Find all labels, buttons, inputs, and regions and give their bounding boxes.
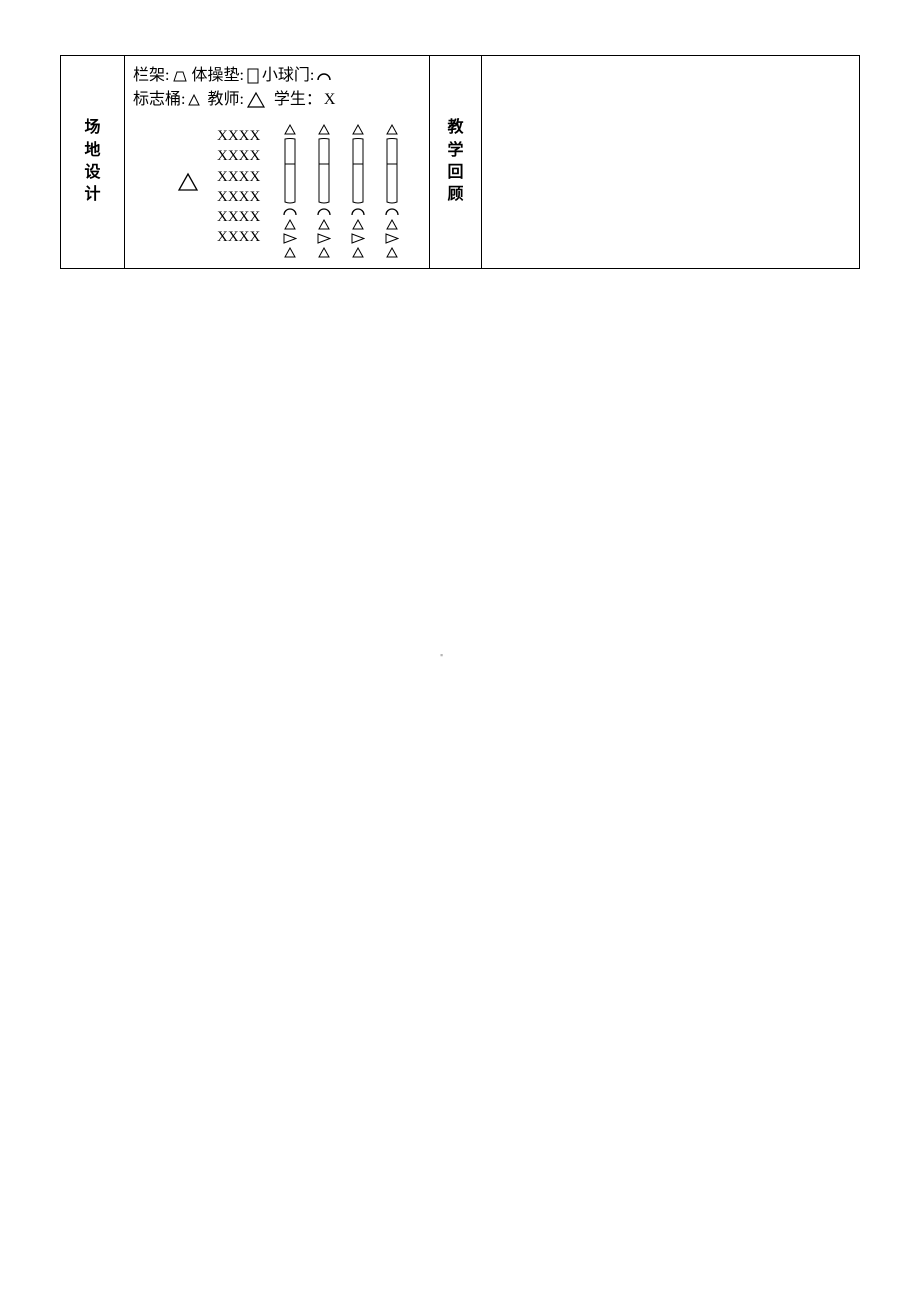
diagram-teacher (177, 172, 199, 197)
cone-icon (318, 124, 330, 135)
cone-icon (284, 124, 296, 135)
hurdle-side-icon (283, 233, 297, 244)
legend-row-2: 标志桶: 教师: 学生： X (133, 88, 421, 112)
legend-cone-label: 标志桶: (133, 88, 185, 112)
cone-icon (284, 247, 296, 258)
goal-icon (385, 207, 399, 216)
equipment-column (282, 124, 298, 258)
mat-icon (350, 138, 366, 204)
legend-student-symbol: X (324, 88, 336, 112)
teacher-large-icon (177, 172, 199, 192)
field-design-label: 场 地 设 计 (84, 117, 100, 207)
goal-icon (351, 207, 365, 216)
mat-icon (282, 138, 298, 204)
hurdle-side-icon (317, 233, 331, 244)
equipment-column (350, 124, 366, 258)
diagram-equipment-grid (282, 124, 400, 258)
hurdle-icon (171, 69, 189, 83)
goal-icon (317, 207, 331, 216)
cone-icon (352, 247, 364, 258)
legend-student-label: 学生： (274, 88, 322, 112)
student-row: XXXX (217, 227, 260, 247)
teaching-review-label-cell: 教 学 回 顾 (430, 56, 482, 268)
hurdle-side-icon (351, 233, 365, 244)
teacher-icon (246, 91, 266, 109)
equipment-column (384, 124, 400, 258)
cone-icon (352, 124, 364, 135)
page-marker: ▪ (440, 650, 443, 660)
cone-icon (318, 219, 330, 230)
student-row: XXXX (217, 146, 260, 166)
field-design-label-cell: 场 地 设 计 (61, 56, 125, 268)
goal-icon (283, 207, 297, 216)
goal-icon (316, 70, 334, 82)
cone-icon (318, 247, 330, 258)
legend-row-1: 栏架: 体操垫: 小球门: (133, 64, 421, 88)
legend-teacher-label: 教师: (207, 88, 243, 112)
cone-icon (386, 247, 398, 258)
legend-goal-label: 小球门: (262, 64, 314, 88)
field-design-content-cell: 栏架: 体操垫: 小球门: 标志桶: 教师: 学生： X XXXX (125, 56, 430, 268)
equipment-column (316, 124, 332, 258)
legend-block: 栏架: 体操垫: 小球门: 标志桶: 教师: 学生： X (133, 64, 421, 112)
legend-hurdle-label: 栏架: (133, 64, 169, 88)
student-row: XXXX (217, 167, 260, 187)
legend-mat-label: 体操垫: (191, 64, 243, 88)
mat-icon (384, 138, 400, 204)
teaching-review-content-cell (482, 56, 859, 268)
teaching-review-label: 教 学 回 顾 (447, 117, 463, 207)
cone-icon (386, 124, 398, 135)
field-diagram: XXXX XXXX XXXX XXXX XXXX XXXX (133, 124, 421, 258)
student-row: XXXX (217, 207, 260, 227)
diagram-students: XXXX XXXX XXXX XXXX XXXX XXXX (217, 126, 260, 248)
cone-icon (352, 219, 364, 230)
cone-icon (284, 219, 296, 230)
layout-table: 场 地 设 计 栏架: 体操垫: 小球门: 标志桶: 教师: 学生： X (60, 55, 860, 269)
cone-icon (187, 93, 201, 107)
student-row: XXXX (217, 187, 260, 207)
mat-icon (246, 67, 260, 85)
student-row: XXXX (217, 126, 260, 146)
mat-icon (316, 138, 332, 204)
hurdle-side-icon (385, 233, 399, 244)
cone-icon (386, 219, 398, 230)
